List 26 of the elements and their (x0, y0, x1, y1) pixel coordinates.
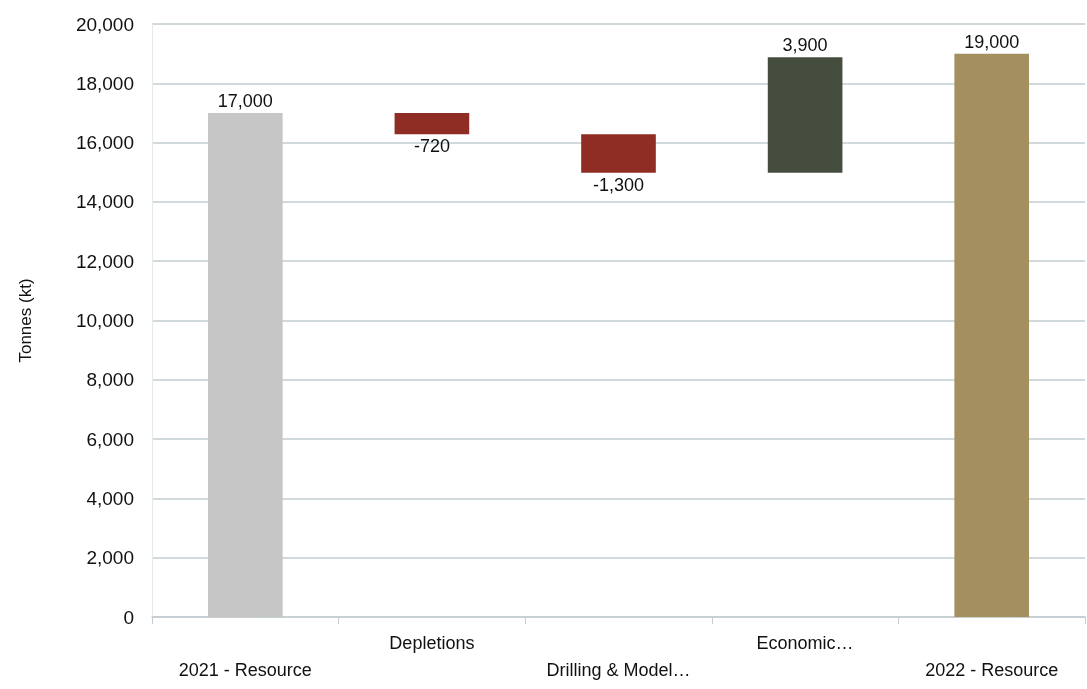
bar (394, 112, 470, 135)
y-tick-label: 20,000 (75, 13, 134, 35)
x-tick-label: 2021 - Resource (178, 660, 312, 680)
data-label: -720 (413, 136, 450, 157)
data-label: 17,000 (217, 90, 273, 111)
y-tick-label: 2,000 (86, 547, 134, 569)
y-tick-label: 16,000 (75, 132, 134, 154)
y-axis-title: Tonnes (kt) (16, 278, 35, 363)
data-label: -1,300 (592, 174, 645, 195)
bar (954, 53, 1030, 617)
x-tick-label: 2022 - Resource (925, 660, 1059, 680)
y-tick-label: 0 (123, 606, 134, 628)
y-tick-label: 12,000 (75, 250, 134, 272)
bar (767, 57, 843, 173)
y-tick-label: 18,000 (75, 72, 134, 94)
y-tick-label: 8,000 (86, 369, 134, 391)
x-tick-label: Drilling & Model… (546, 660, 691, 680)
x-tick-label: Economic… (756, 633, 854, 653)
y-tick-label: 6,000 (86, 428, 134, 450)
y-tick-label: 4,000 (86, 487, 134, 509)
data-label: 3,900 (782, 35, 828, 56)
y-tick-label: 10,000 (75, 310, 134, 331)
data-label: 19,000 (964, 31, 1020, 52)
bar (581, 134, 656, 173)
y-tick-label: 14,000 (75, 191, 134, 213)
x-tick-label: Depletions (389, 633, 475, 653)
